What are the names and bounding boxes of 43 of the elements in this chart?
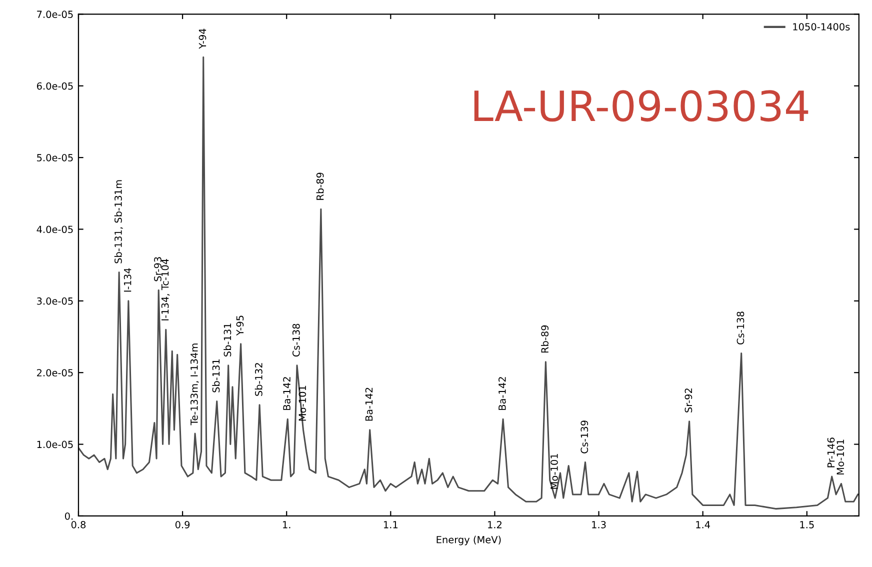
y-tick-label: 4.0e-05 <box>36 226 73 234</box>
annotation: Sr-93 <box>154 257 162 282</box>
annotation: Mo-101 <box>298 386 306 421</box>
annotation: Pr-146 <box>827 438 835 468</box>
x-tick-label: 1. <box>283 521 290 528</box>
annotation: Mo-101 <box>836 440 844 474</box>
annotation: Cs-138 <box>292 324 300 357</box>
x-tick-label: 0.8 <box>71 521 86 528</box>
x-tick-label: 0.9 <box>175 521 190 528</box>
x-axis-title: Energy (MeV) <box>436 536 501 546</box>
y-tick-label: 3.0e-05 <box>37 297 73 305</box>
annotation: Rb-89 <box>541 325 549 353</box>
annotation: Sb-131 <box>224 324 232 356</box>
x-tick-label: 1.5 <box>800 521 814 528</box>
annotation: Ba-142 <box>498 377 506 410</box>
annotation: Sb-131 <box>212 359 220 392</box>
annotation: Sb-131, Sb-131m <box>114 180 123 264</box>
y-tick-label: 1.0e-05 <box>37 440 73 448</box>
x-tick-label: 1.3 <box>592 521 606 528</box>
annotation: Cs-139 <box>580 420 588 454</box>
y-tick-label: 5.0e-05 <box>37 154 73 162</box>
x-tick-label: 1.1 <box>384 521 398 528</box>
annotation: Ba-142 <box>283 377 290 410</box>
legend-label: 1050-1400s <box>793 23 850 30</box>
y-tick-label: 0. <box>64 512 73 520</box>
annotation: Sr-92 <box>684 388 692 412</box>
annotation: Cs-138 <box>736 312 744 344</box>
x-tick-label: 1.4 <box>696 521 710 528</box>
annotation: Sb-132 <box>254 363 262 396</box>
y-tick-label: 6.0e-05 <box>36 82 73 90</box>
annotation: LA-UR-09-03034 <box>474 90 808 122</box>
line-series <box>78 56 859 510</box>
annotation: I-134, Tc-104 <box>161 258 170 320</box>
annotation: I-134 <box>124 268 132 292</box>
y-tick-label: 7.0e-05 <box>37 10 73 18</box>
y-tick-label: 2.0e-05 <box>37 369 73 376</box>
annotation: Rb-89 <box>316 172 324 200</box>
annotation: Mo-101 <box>550 454 558 489</box>
annotation: Ba-142 <box>365 388 373 421</box>
annotation: Te-133m, I-134m <box>190 344 199 426</box>
x-tick-label: 1.2 <box>488 521 502 528</box>
annotation: Y-94 <box>198 28 206 49</box>
annotation: Y-95 <box>236 316 244 336</box>
